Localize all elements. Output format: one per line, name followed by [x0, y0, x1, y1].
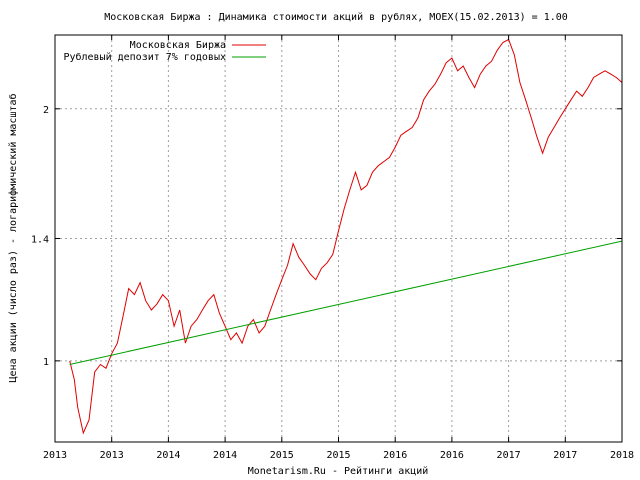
y-axis-ticks: 11.42	[31, 105, 622, 368]
y-tick-label: 2	[43, 105, 49, 116]
x-tick-label: 2018	[610, 450, 634, 461]
x-tick-label: 2016	[440, 450, 464, 461]
series-line-moex	[69, 38, 623, 435]
x-tick-label: 2015	[270, 450, 294, 461]
x-tick-label: 2017	[553, 450, 577, 461]
x-tick-label: 2016	[383, 450, 407, 461]
series-line-deposit	[69, 240, 623, 365]
y-tick-label: 1	[43, 357, 49, 368]
legend: Московская Биржа Рублевый депозит 7% год…	[63, 40, 266, 63]
legend-label-deposit: Рублевый депозит 7% годовых	[63, 51, 226, 63]
x-tick-label: 2014	[156, 450, 180, 461]
grid	[55, 35, 622, 442]
x-tick-label: 2017	[497, 450, 521, 461]
x-axis-ticks: 2013 2013 2014 2014 2015 2015 2016 2016 2017 2017…	[43, 35, 634, 461]
y-tick-label: 1.4	[31, 235, 49, 246]
x-tick-label: 2013	[43, 450, 67, 461]
x-axis-label: Monetarism.Ru - Рейтинги акций	[248, 465, 429, 477]
x-tick-label: 2015	[326, 450, 350, 461]
chart-title: Московская Биржа : Динамика стоимости ак…	[104, 11, 568, 23]
x-tick-label: 2014	[213, 450, 237, 461]
legend-label-moex: Московская Биржа	[130, 40, 226, 51]
y-axis-label: Цена акции (число раз) - логарифмический…	[7, 94, 19, 383]
series-layer	[69, 38, 623, 435]
x-tick-label: 2013	[100, 450, 124, 461]
